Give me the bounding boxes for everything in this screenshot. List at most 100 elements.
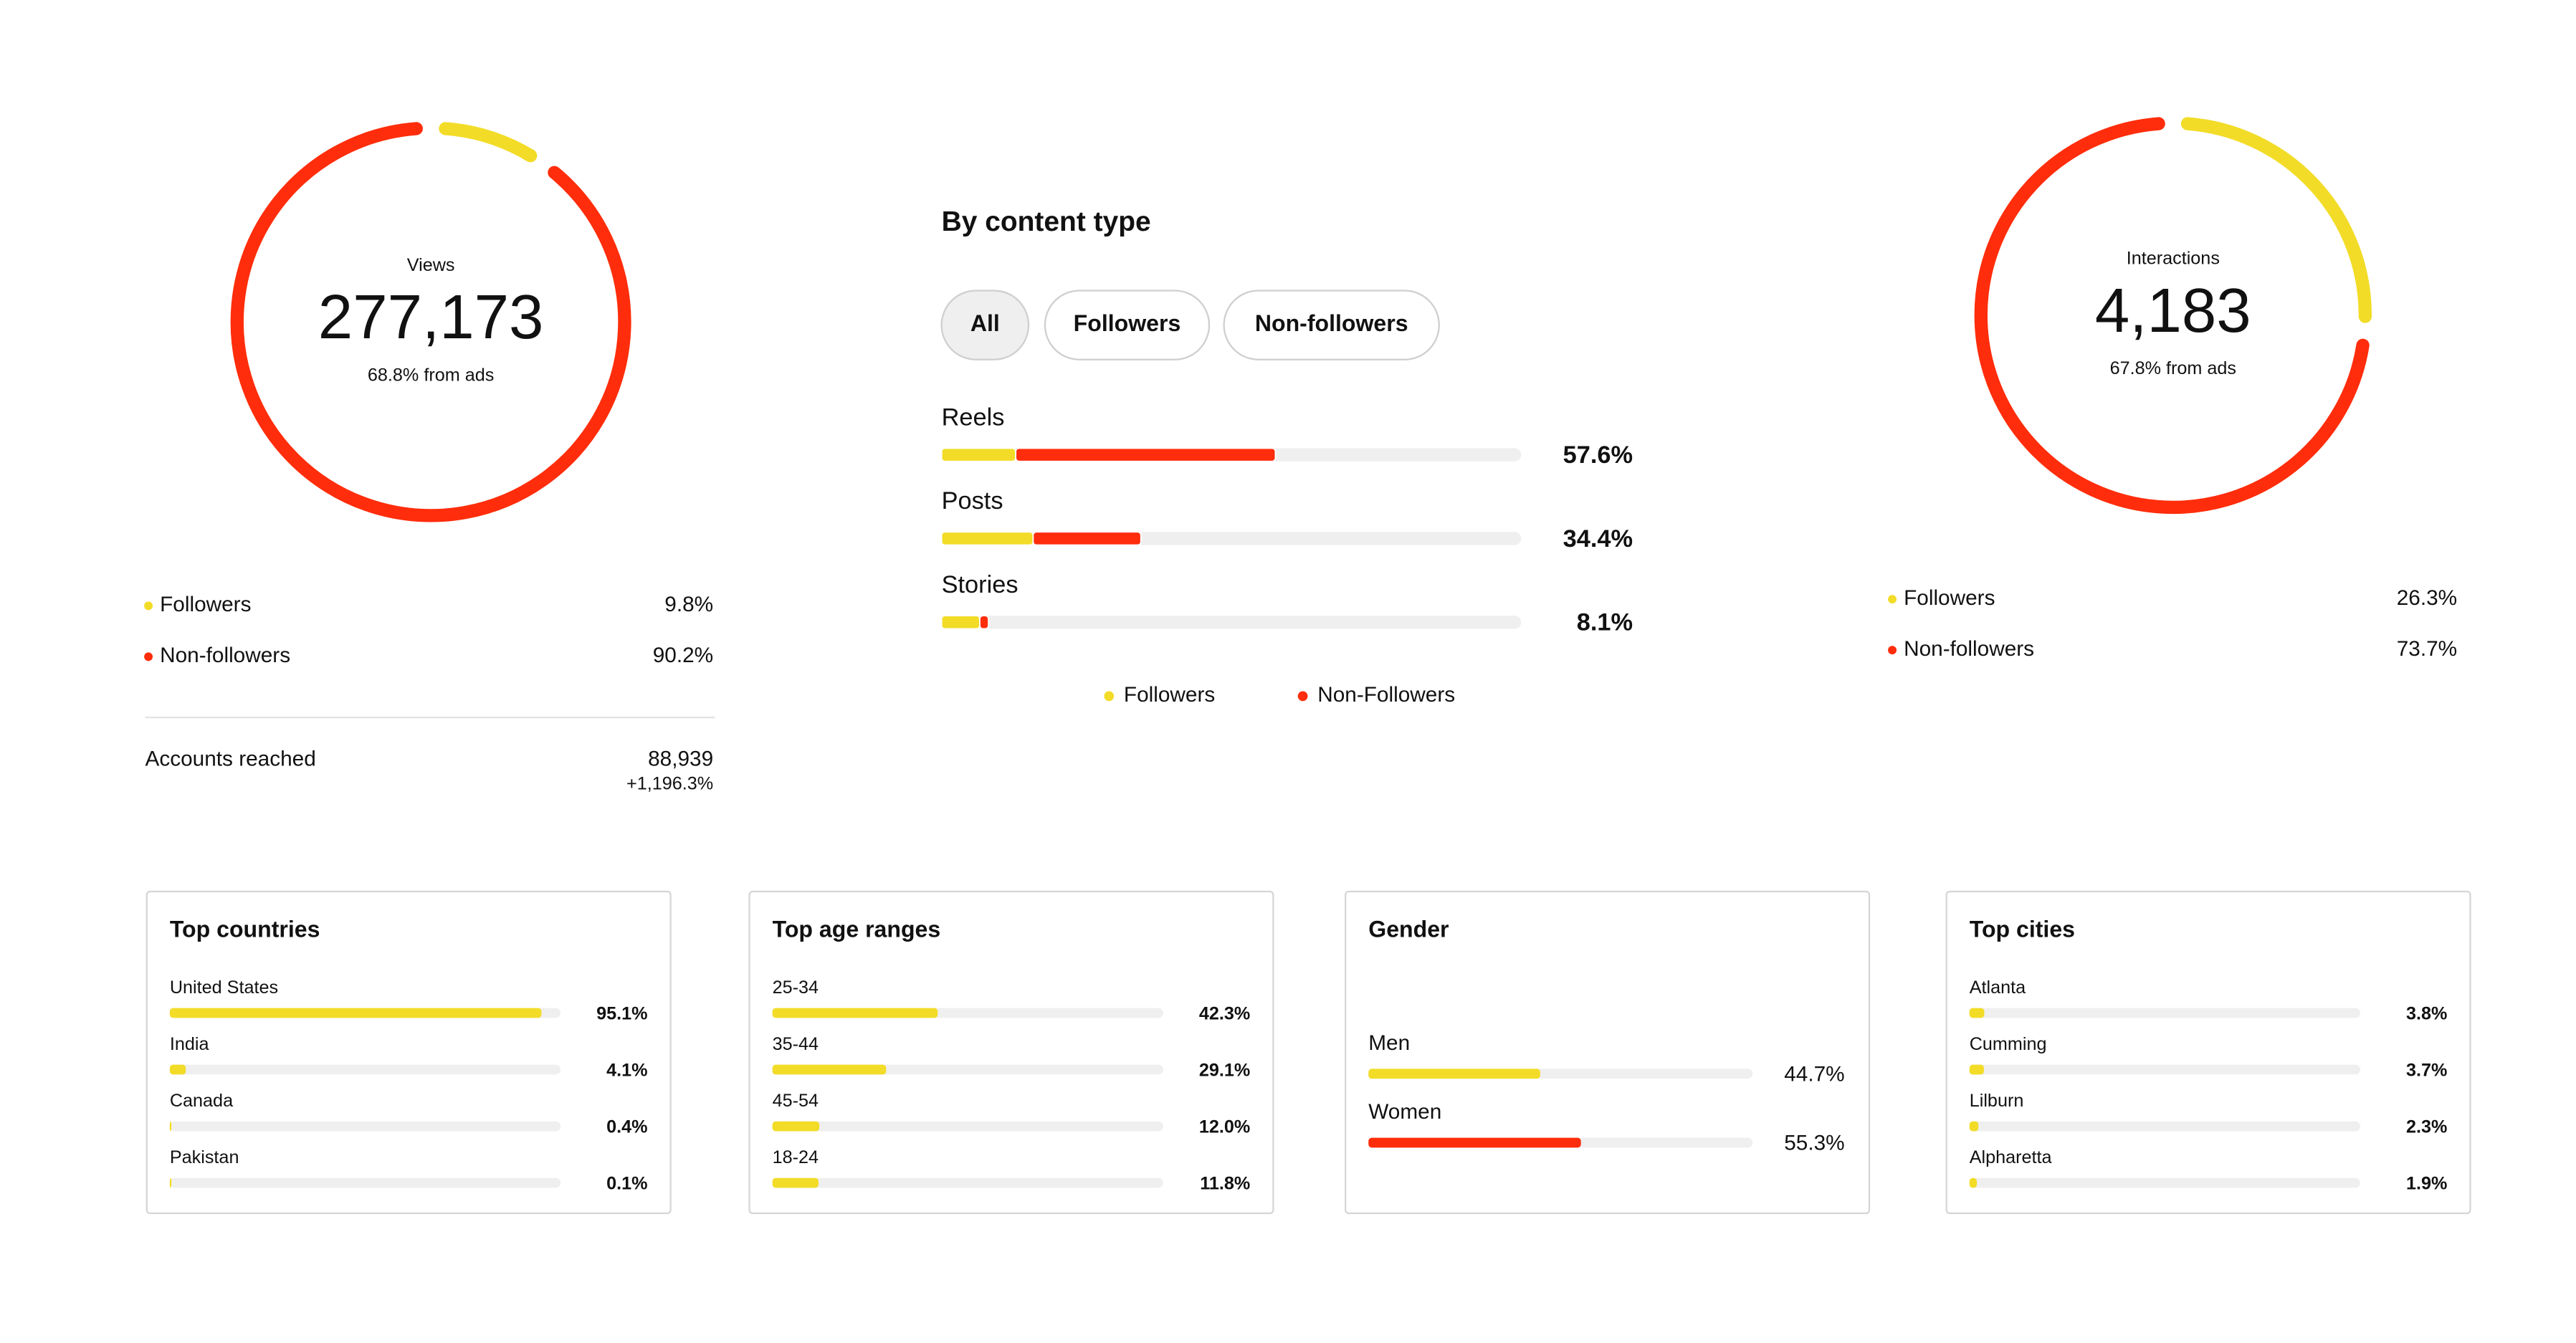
bar-segment — [1015, 447, 1277, 462]
accounts-change: +1,196.3% — [626, 774, 713, 794]
donut-segment — [2180, 117, 2372, 323]
item-value: 0.1% — [606, 1174, 647, 1194]
item-name: Canada — [170, 1091, 234, 1111]
item-value: 0.4% — [606, 1117, 647, 1137]
bar — [772, 1177, 819, 1188]
bar — [1969, 1121, 1979, 1132]
row-total: 57.6% — [1563, 441, 1633, 469]
row-total: 8.1% — [1577, 609, 1633, 636]
item-name: Women — [1368, 1100, 1441, 1124]
donut-note: 68.8% from ads — [368, 365, 494, 385]
item-value: 44.7% — [1784, 1062, 1844, 1086]
legend-dot — [1888, 595, 1897, 604]
bar-track — [772, 1121, 1163, 1132]
bar-track — [772, 1177, 1163, 1188]
bar-track — [941, 616, 1522, 629]
bar-track — [1969, 1177, 2360, 1188]
legend-dot — [1888, 646, 1897, 655]
item-name: 45-54 — [773, 1091, 819, 1111]
donut-note: 67.8% from ads — [2110, 358, 2236, 378]
item-value: 42.3% — [1199, 1003, 1250, 1023]
item-name: India — [170, 1034, 210, 1054]
bar — [169, 1008, 542, 1018]
donut-segment — [439, 122, 538, 163]
bar-track — [169, 1064, 561, 1075]
pill-bg — [940, 290, 1030, 360]
item-name: United States — [170, 978, 278, 998]
item-value: 3.8% — [2406, 1003, 2447, 1023]
bar — [772, 1008, 938, 1018]
pill-bg — [1044, 290, 1211, 360]
pill-label: Non-followers — [1255, 310, 1408, 336]
bar — [772, 1064, 887, 1075]
legend-value: 26.3% — [2397, 586, 2457, 610]
accounts-value: 88,939 — [648, 747, 713, 771]
bar — [169, 1121, 172, 1132]
bar — [169, 1177, 172, 1188]
bar-track — [169, 1177, 561, 1188]
item-value: 55.3% — [1784, 1132, 1844, 1155]
bar-segment — [1032, 531, 1142, 546]
donut-label: Views — [407, 255, 455, 275]
legend-name: Followers — [160, 593, 251, 616]
accounts-label: Accounts reached — [145, 747, 315, 771]
bar — [169, 1064, 186, 1075]
bar-track — [1969, 1008, 2360, 1018]
item-name: 18-24 — [773, 1147, 819, 1167]
card — [146, 890, 672, 1215]
filter-pill[interactable]: Non-followers — [1223, 290, 1440, 360]
card-title: Top countries — [170, 916, 320, 942]
row-name: Reels — [942, 403, 1005, 431]
card — [748, 890, 1274, 1215]
legend-value: 73.7% — [2397, 637, 2457, 661]
legend-value: 9.8% — [664, 593, 713, 616]
legend-dot — [1104, 691, 1115, 702]
filter-pill[interactable]: Followers — [1044, 290, 1211, 360]
donut-segment — [230, 122, 631, 522]
item-value: 1.9% — [2406, 1174, 2447, 1194]
legend-value: 90.2% — [653, 644, 713, 667]
legend-name: Non-followers — [1904, 637, 2034, 661]
bar — [1368, 1069, 1540, 1079]
item-value: 11.8% — [1200, 1174, 1250, 1194]
item-name: Lilburn — [1970, 1091, 2024, 1111]
bar — [1969, 1177, 1978, 1188]
bar-track — [169, 1121, 561, 1132]
item-name: Cumming — [1970, 1034, 2047, 1054]
bar — [1969, 1008, 1985, 1018]
filter-pill[interactable]: All — [940, 290, 1030, 360]
bar-segment — [940, 531, 1034, 546]
legend-name: Followers — [1904, 586, 1995, 610]
donut-segment — [1974, 117, 2370, 515]
bar-segment — [940, 447, 1017, 462]
pill-label: Followers — [1074, 310, 1181, 336]
item-name: Pakistan — [170, 1147, 239, 1167]
legend-dot — [144, 652, 153, 661]
legend-dot — [1297, 691, 1308, 702]
item-value: 3.7% — [2406, 1061, 2447, 1081]
item-value: 95.1% — [596, 1003, 647, 1023]
section-title: By content type — [942, 206, 1151, 237]
legend-name: Followers — [1124, 683, 1215, 707]
legend-name: Non-Followers — [1317, 683, 1455, 707]
card-title: Top cities — [1970, 916, 2075, 942]
card-title: Top age ranges — [773, 916, 941, 942]
row-total: 34.4% — [1563, 525, 1633, 553]
item-value: 4.1% — [606, 1061, 647, 1081]
row-name: Posts — [942, 487, 1003, 515]
item-value: 2.3% — [2406, 1117, 2447, 1137]
legend-dot — [144, 601, 153, 611]
bar — [1368, 1137, 1581, 1148]
donut-label: Interactions — [2127, 249, 2220, 269]
item-value: 29.1% — [1199, 1061, 1250, 1081]
bar — [772, 1121, 820, 1132]
legend-name: Non-followers — [160, 644, 290, 667]
bar-track — [1969, 1121, 2360, 1132]
row-name: Stories — [942, 571, 1019, 598]
card — [1945, 890, 2471, 1215]
pill-label: All — [970, 310, 1000, 336]
card — [1345, 890, 1871, 1215]
item-name: Atlanta — [1970, 978, 2026, 998]
